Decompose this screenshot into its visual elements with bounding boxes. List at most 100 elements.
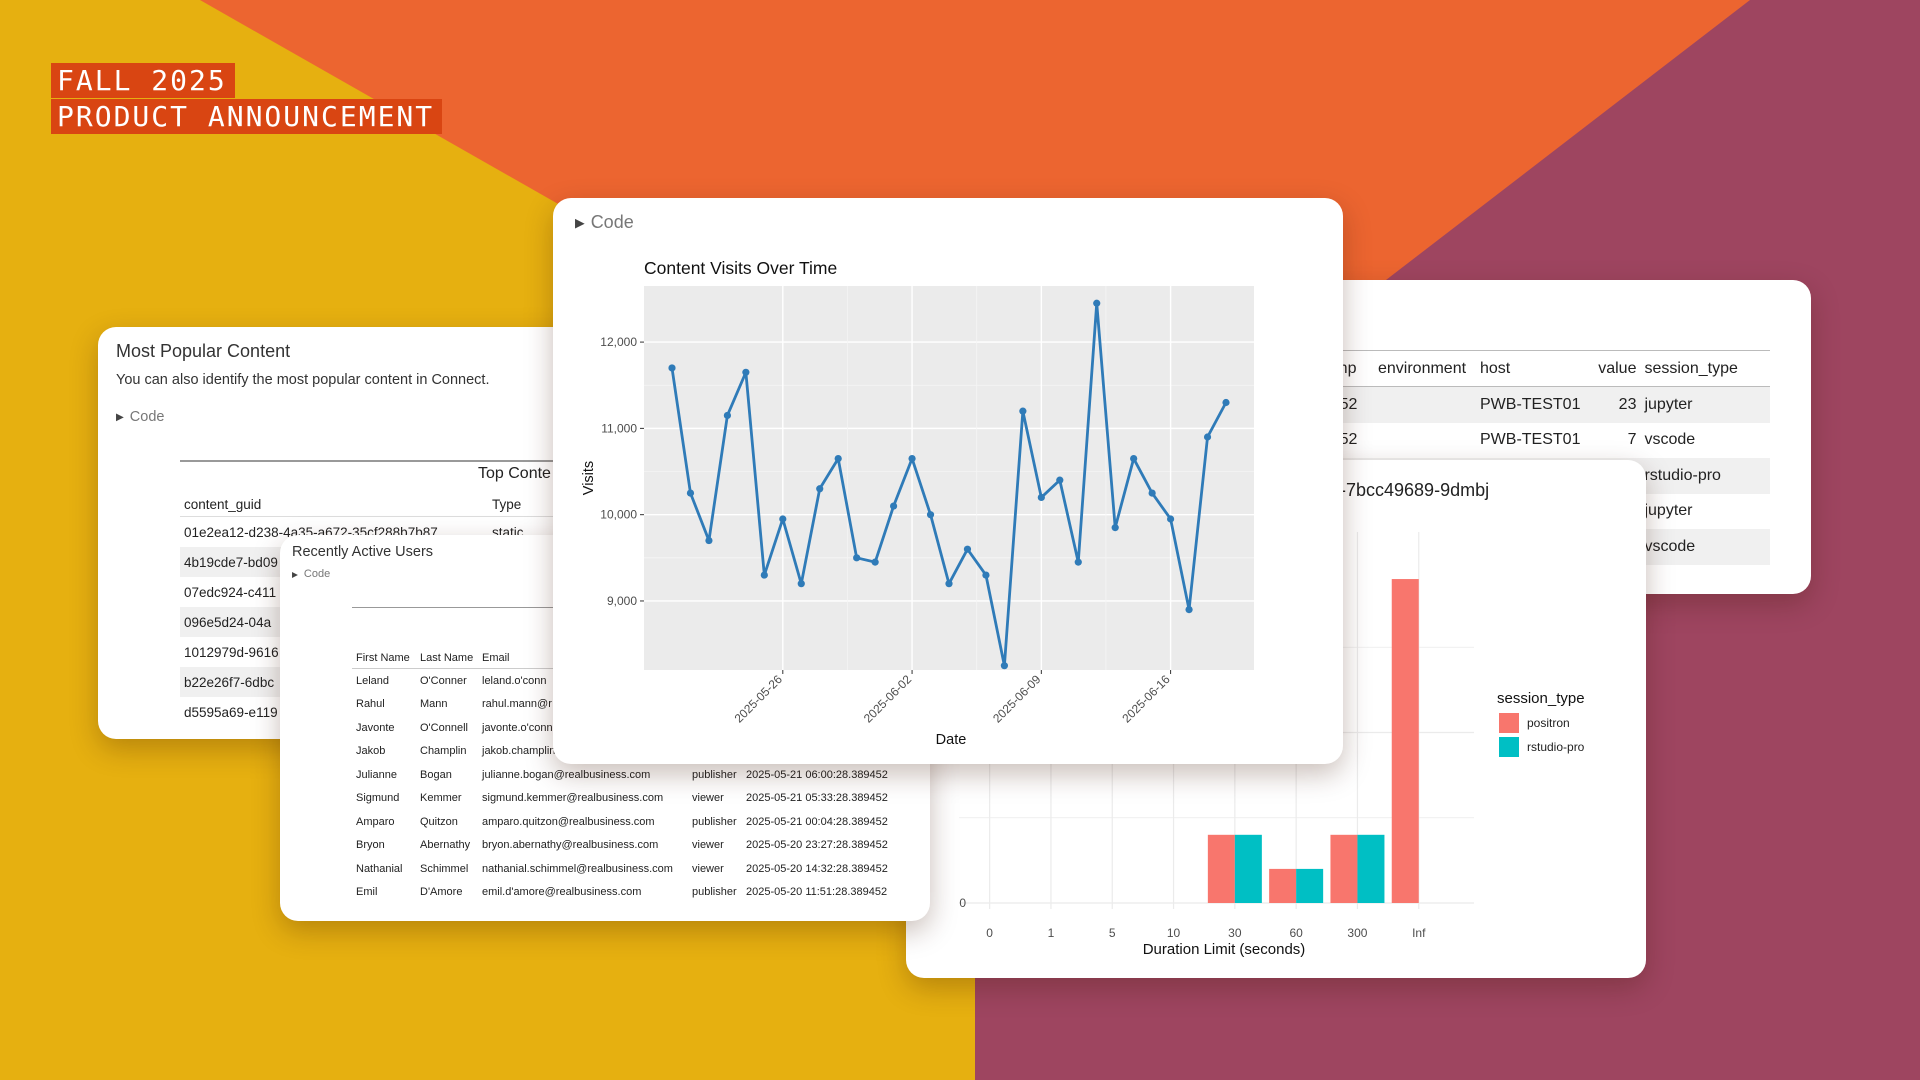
x-tick-label: 1 [1048, 926, 1055, 940]
recent-users-table: First Name Last Name Email Leland O'Conne… [352, 647, 892, 904]
popular-content-title: Most Popular Content [116, 341, 291, 361]
table-cell: Abernathy [420, 839, 471, 852]
data-point [871, 558, 879, 566]
data-point [686, 489, 695, 497]
column-header: environment [1374, 352, 1476, 387]
banner-line-1: FALL 2025 [51, 63, 235, 98]
x-tick-label: 0 [986, 926, 993, 940]
table-cell: D'Amore [420, 886, 463, 899]
table-cell: viewer [692, 839, 724, 852]
table-cell: Nathanial [356, 862, 403, 875]
x-axis-label: Duration Limit (seconds) [1143, 941, 1306, 958]
table-row: Sigmund Kemmer sigmund.kemmer@realbusiness… [352, 787, 892, 811]
announcement-banner: FALL 2025 PRODUCT ANNOUNCEMENT [51, 63, 443, 134]
table-row: Nathanial Schimmel nathanial.schimmel@real… [352, 857, 892, 881]
table-cell: julianne.bogan@realbusiness.com [482, 768, 651, 781]
data-point [908, 454, 916, 463]
bar [1296, 868, 1324, 903]
x-tick-label: 2025-05-26 [732, 672, 786, 726]
table-caption: Top Conte [478, 465, 551, 482]
x-axis-label: Date [936, 732, 967, 748]
bar [1330, 834, 1358, 903]
data-point [1203, 433, 1212, 441]
table-cell: PWB-TEST01 [1476, 386, 1585, 423]
x-tick-label: 2025-06-16 [1119, 672, 1173, 726]
popular-content-subtitle: You can also identify the most popular c… [116, 372, 490, 388]
table-cell [1374, 423, 1476, 459]
table-cell [1374, 386, 1476, 423]
table-cell: publisher [692, 815, 737, 828]
code-toggle[interactable]: ▶ Code [292, 568, 330, 580]
table-row: Rahul Mann rahul.mann@r [352, 693, 892, 717]
data-point [1037, 493, 1045, 502]
code-toggle[interactable]: ▶ Code [575, 212, 634, 233]
table-row: Bryon Abernathy bryon.abernathy@realbusine… [352, 834, 892, 858]
legend-label: rstudio-pro [1527, 740, 1585, 754]
triangle-right-icon: ▶ [116, 411, 124, 423]
data-point [705, 536, 713, 545]
table-cell: Javonte [356, 721, 395, 734]
bar [1391, 579, 1419, 903]
data-point [926, 511, 935, 519]
bar [1357, 834, 1385, 903]
table-top-rule [1300, 350, 1770, 351]
bar [1207, 834, 1235, 903]
x-tick-label: 2025-06-09 [990, 672, 1044, 726]
table-cell: vscode [1644, 431, 1696, 449]
data-point [853, 554, 861, 562]
column-header: value [1584, 352, 1641, 387]
table-cell: publisher [692, 768, 737, 781]
bar [1269, 868, 1297, 903]
table-cell: d5595a69-e119 [184, 704, 278, 720]
x-tick-label: 5 [1109, 926, 1116, 940]
table-cell: javonte.o'conn [482, 721, 553, 734]
table-cell: jakob.champlin [482, 745, 556, 758]
table-cell: jupyter [1640, 386, 1770, 423]
x-tick-label: 10 [1167, 926, 1181, 940]
table-cell: 2025-05-20 23:27:28.389452 [746, 839, 888, 852]
recent-users-title: Recently Active Users [292, 544, 434, 560]
x-tick-label: 300 [1347, 926, 1367, 940]
data-point [1167, 515, 1175, 523]
data-point [982, 571, 990, 579]
y-tick-label: 11,000 [601, 421, 637, 435]
x-tick-label: 2025-06-02 [861, 672, 915, 726]
table-top-rule [180, 460, 618, 462]
column-header: content_guid [180, 492, 488, 517]
bar [1234, 834, 1262, 903]
table-cell: Quitzon [420, 815, 458, 828]
column-header: Last Name [416, 647, 478, 669]
table-cell: viewer [692, 792, 724, 805]
data-point [742, 368, 750, 376]
table-cell: publisher [692, 886, 737, 899]
table-cell: O'Conner [420, 674, 467, 687]
table-cell: O'Connell [420, 721, 468, 734]
table-row: Javonte O'Connell javonte.o'conn [352, 716, 892, 740]
table-cell: emil.d'amore@realbusiness.com [482, 886, 642, 899]
table-cell: Rahul [356, 698, 385, 711]
y-axis-label: Visits [581, 461, 597, 495]
table-row: Amparo Quitzon amparo.quitzon@realbusiness… [352, 810, 892, 834]
table-row: Julianne Bogan julianne.bogan@realbusiness… [352, 763, 892, 787]
table-cell: vscode [1640, 529, 1770, 565]
table-cell: jupyter [1644, 502, 1693, 520]
code-toggle[interactable]: ▶ Code [116, 409, 164, 425]
y-tick-label: 10,000 [600, 508, 637, 522]
table-cell: 2025-05-20 14:32:28.389452 [746, 862, 888, 875]
triangle-right-icon: ▶ [292, 569, 298, 579]
table-cell: 2025-05-21 06:00:28.389452 [746, 768, 888, 781]
code-toggle-label: Code [303, 568, 331, 580]
column-header: First Name [352, 647, 416, 669]
table-cell: rahul.mann@r [482, 698, 552, 711]
data-point [1056, 476, 1064, 484]
line-chart-card: ▶ Code Content Visits Over Time 9,000 10,0… [553, 198, 1343, 764]
bar-chart-title: -7bcc49689-9dmbj [1340, 480, 1490, 500]
table-cell: 2025-05-21 00:04:28.389452 [746, 815, 888, 828]
table-cell: 2025-05-21 05:33:28.389452 [746, 792, 888, 805]
table-cell: Emil [356, 886, 378, 899]
data-point [797, 580, 805, 588]
table-header-row: content_guid Type [180, 492, 616, 517]
table-cell: amparo.quitzon@realbusiness.com [482, 815, 655, 828]
